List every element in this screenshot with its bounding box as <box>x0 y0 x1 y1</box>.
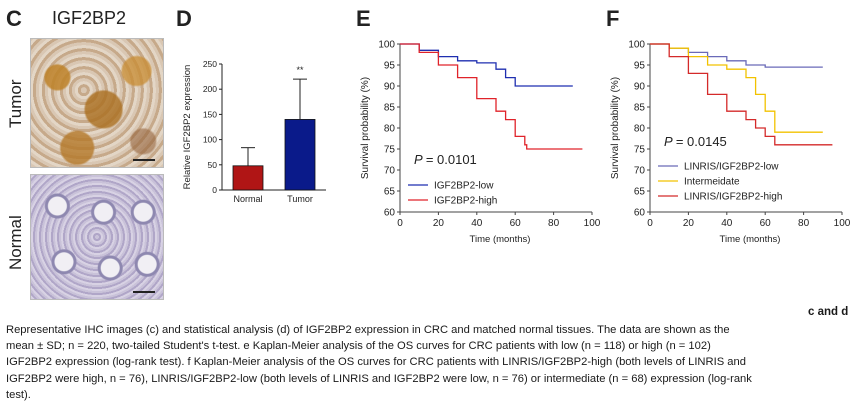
x-tick-label: 0 <box>397 218 403 229</box>
panel-c-letter: C <box>6 6 22 31</box>
caption-line: IGF2BP2 expression (log-rank test). f Ka… <box>6 356 746 369</box>
legend-label: IGF2BP2-low <box>434 181 494 192</box>
survival-curve-1 <box>400 43 573 87</box>
p-value-label: P = 0.0145 <box>664 134 727 149</box>
panel-e-letter: E <box>356 6 371 31</box>
y-axis-label: Survival probability (%) <box>360 77 371 179</box>
y-tick-label: 70 <box>634 166 646 177</box>
scale-bar <box>133 291 155 293</box>
tumor-ihc-image <box>30 38 164 168</box>
y-tick-label: 60 <box>384 208 396 219</box>
bar-chart-d: 0 50 100 150 200 250 Normal Tumor ** Relative IGF… <box>182 59 326 204</box>
y-tick-label: 90 <box>384 82 396 93</box>
normal-ihc-image <box>30 174 164 300</box>
caption-line: Representative IHC images (c) and statis… <box>6 324 730 336</box>
y-axis-label: Relative IGF2BP2 expression <box>182 65 193 190</box>
figure-caption: Representative IHC images (c) and statis… <box>6 322 850 403</box>
legend-label: LINRIS/IGF2BP2-high <box>684 192 782 203</box>
p-value-label: P = 0.0101 <box>414 152 477 167</box>
y-tick-label: 65 <box>384 187 396 198</box>
y-tick-label: 60 <box>634 208 646 219</box>
legend-label: LINRIS/IGF2BP2-low <box>684 162 779 173</box>
x-tick-label: Tumor <box>287 194 313 204</box>
x-tick-label: 20 <box>433 218 445 229</box>
survival-curve-1 <box>650 43 823 68</box>
caption-line: IGF2BP2 were high, n = 76), LINRIS/IGF2B… <box>6 372 752 385</box>
x-tick-label: 0 <box>647 218 653 229</box>
panel-f-letter: F <box>606 6 620 31</box>
significance-marker: ** <box>296 65 304 75</box>
x-tick-label: 80 <box>798 218 810 229</box>
y-tick-label: 85 <box>634 103 646 114</box>
x-tick-label: 100 <box>584 218 601 229</box>
caption-line: test). <box>6 388 31 401</box>
y-tick-label: 100 <box>628 40 645 51</box>
legend-label: IGF2BP2-high <box>434 196 497 207</box>
caption-fragment: c and d <box>808 306 849 318</box>
x-tick-label: 20 <box>683 218 695 229</box>
y-tick-label: 100 <box>378 40 395 51</box>
x-tick-label: Normal <box>233 194 262 204</box>
y-tick-label: 250 <box>203 59 217 69</box>
panel-d-letter: D <box>176 6 192 31</box>
y-tick-label: 150 <box>203 109 217 119</box>
y-tick-label: 95 <box>384 61 396 72</box>
x-tick-label: 40 <box>721 218 733 229</box>
y-tick-label: 70 <box>384 166 396 177</box>
bar-normal <box>232 165 264 191</box>
y-tick-label: 85 <box>384 103 396 114</box>
x-tick-label: 80 <box>548 218 560 229</box>
y-tick-label: 0 <box>212 185 217 195</box>
survival-curve-3 <box>650 43 833 146</box>
x-tick-label: 40 <box>471 218 483 229</box>
y-tick-label: 80 <box>384 124 396 135</box>
y-tick-label: 65 <box>634 187 646 198</box>
x-axis-label: Time (months) <box>720 234 781 245</box>
caption-line: mean ± SD; n = 220, two-tailed Student's… <box>6 340 711 353</box>
y-tick-label: 75 <box>634 145 646 156</box>
x-axis-label: Time (months) <box>470 234 531 245</box>
y-tick-label: 200 <box>203 84 217 94</box>
y-tick-label: 100 <box>203 135 217 145</box>
km-chart-f: 60 65 70 75 80 85 90 95 100 0 20 40 60 80 100 Time (mon… <box>610 40 851 246</box>
y-tick-label: 80 <box>634 124 646 135</box>
bar-tumor <box>284 119 316 191</box>
tumor-row-label: Tumor <box>6 79 25 129</box>
normal-row-label: Normal <box>6 215 25 270</box>
km-chart-e: 60 65 70 75 80 85 90 95 100 0 20 40 60 80 100 Time (mon… <box>360 40 601 246</box>
x-tick-label: 100 <box>834 218 851 229</box>
y-tick-label: 95 <box>634 61 646 72</box>
scale-bar <box>133 159 155 161</box>
legend-label: Intermeidate <box>684 177 740 188</box>
x-tick-label: 60 <box>760 218 772 229</box>
y-axis-label: Survival probability (%) <box>610 77 621 179</box>
survival-curve-2 <box>650 43 823 133</box>
y-tick-label: 90 <box>634 82 646 93</box>
panel-c-title: IGF2BP2 <box>52 8 127 28</box>
y-tick-label: 75 <box>384 145 396 156</box>
y-tick-label: 50 <box>208 160 218 170</box>
survival-curve-2 <box>400 43 583 150</box>
x-tick-label: 60 <box>510 218 522 229</box>
